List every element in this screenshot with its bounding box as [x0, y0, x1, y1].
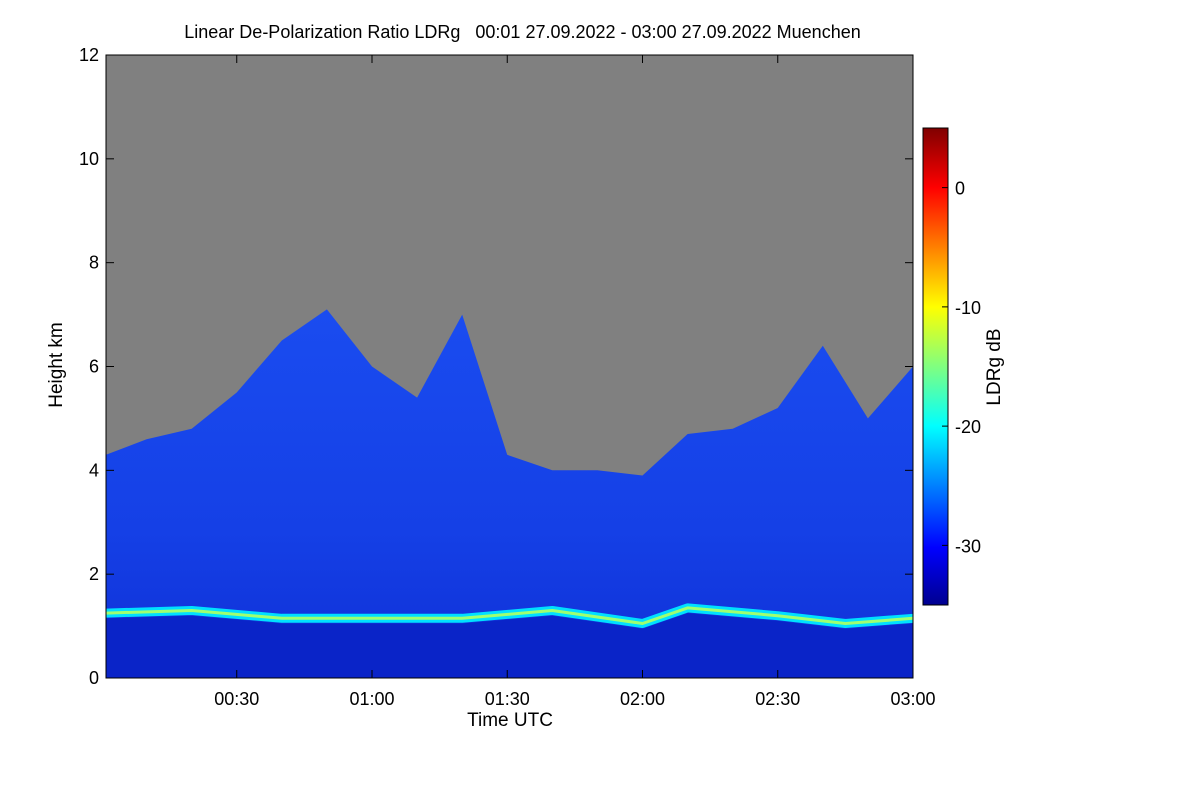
chart-title: Linear De-Polarization Ratio LDRg 00:01 … — [184, 22, 861, 42]
y-tick-label: 2 — [89, 564, 99, 584]
x-tick-label: 00:30 — [214, 689, 259, 709]
x-tick-label: 03:00 — [890, 689, 935, 709]
y-axis-title: Height km — [46, 322, 67, 408]
x-tick-label: 01:00 — [349, 689, 394, 709]
cloud-region — [106, 309, 913, 678]
colorbar-title: LDRg dB — [984, 328, 1005, 405]
y-tick-label: 4 — [89, 460, 99, 480]
colorbar-tick-label: -30 — [955, 536, 981, 556]
colorbar-tick-label: -20 — [955, 417, 981, 437]
x-tick-label: 01:30 — [485, 689, 530, 709]
y-axis: 0 2 4 6 8 10 12 — [79, 45, 913, 688]
y-tick-label: 12 — [79, 45, 99, 65]
colorbar-tick-label: -10 — [955, 298, 981, 318]
x-tick-label: 02:30 — [755, 689, 800, 709]
y-tick-label: 6 — [89, 357, 99, 377]
x-axis: 00:30 01:00 01:30 02:00 02:30 03:00 — [214, 55, 936, 709]
colorbar — [922, 127, 949, 606]
x-tick-label: 02:00 — [620, 689, 665, 709]
below-boundary-region — [106, 613, 913, 678]
boundary-layer-core — [106, 606, 913, 625]
colorbar-tick-label: 0 — [955, 179, 965, 199]
y-tick-label: 10 — [79, 149, 99, 169]
x-axis-title: Time UTC — [467, 710, 553, 731]
y-tick-label: 0 — [89, 668, 99, 688]
colorbar-ticks: -30 -20 -10 0 — [942, 179, 981, 556]
heatmap-layer — [106, 309, 913, 678]
y-tick-label: 8 — [89, 253, 99, 273]
